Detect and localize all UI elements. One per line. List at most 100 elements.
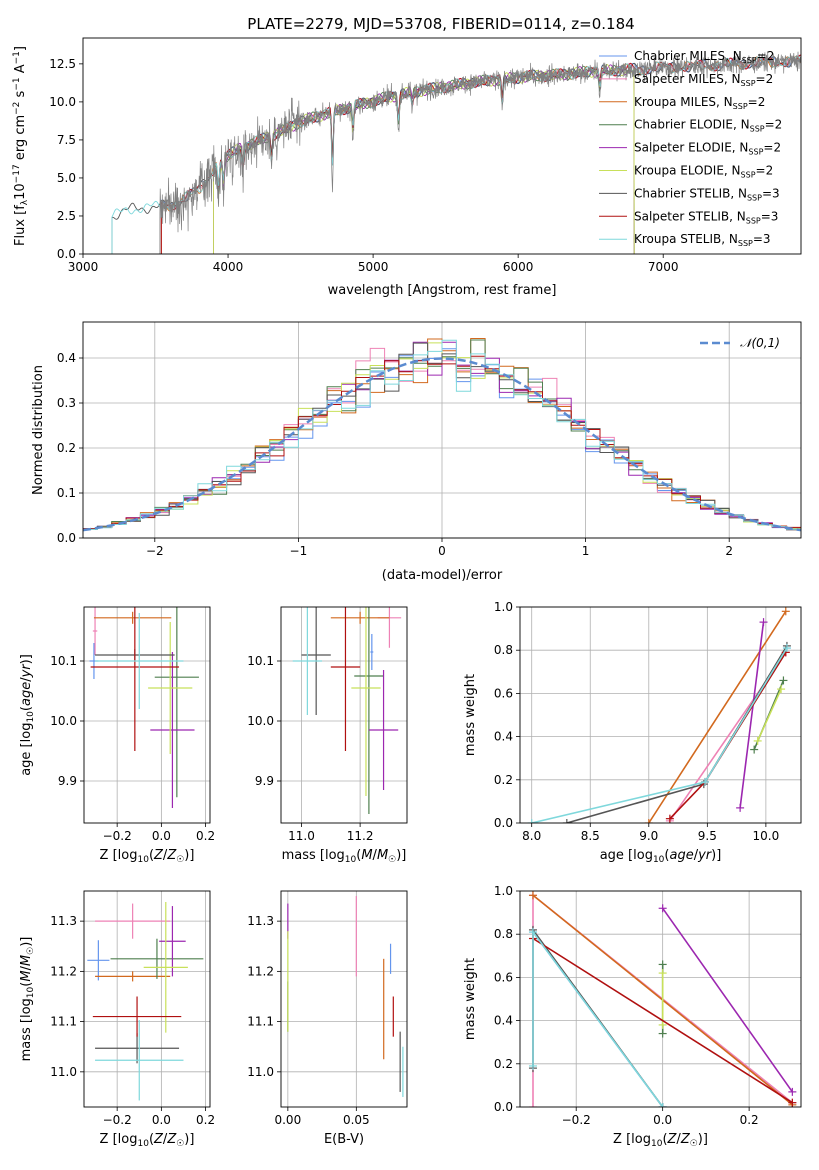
y-axis-label: mass weight [463,958,478,1040]
y-tick-label: 0.4 [57,351,76,365]
axes-frame [519,890,802,1108]
axes-frame [280,606,408,824]
legend-entry: Kroupa MILES, NSSP=2 [634,95,765,111]
x-tick-label: 4000 [213,260,244,274]
y-tick-label: 10.1 [50,654,77,668]
y-tick-label: 11.1 [50,1015,77,1029]
y-tick-label: 11.0 [50,1065,77,1079]
y-tick-label: 0.0 [57,247,76,261]
axes-frame [83,606,211,824]
x-axis-label: Z [log10(Z/Z☉)] [613,1132,708,1149]
x-axis-label: Z [log10(Z/Z☉)] [100,848,195,865]
y-tick-label: 11.3 [50,914,77,928]
y-tick-label: 2.5 [57,209,76,223]
x-tick-label: 1 [582,544,590,558]
plot-area [111,51,801,254]
y-tick-label: 11.2 [247,964,274,978]
x-tick-label: 11.2 [347,829,374,843]
legend-entry: Chabrier STELIB, NSSP=3 [634,186,780,202]
y-tick-label: 11.2 [50,964,77,978]
y-axis-label: Normed distribution [31,365,46,495]
y-tick-label: 10.0 [50,714,77,728]
x-tick-label: 0.2 [196,829,215,843]
legend-entry: Kroupa ELODIE, NSSP=2 [634,164,773,180]
panels: 3000 4000 5000 6000 70000.02.55.07.510.012.5… [12,37,802,1149]
x-tick-label: 3000 [68,260,99,274]
y-tick-label: 10.1 [247,654,274,668]
x-tick-label: 0 [438,544,446,558]
x-tick-label: −0.2 [103,1113,132,1127]
panel-age-vs-Z: −0.2 0.0 0.2 9.9 10.0 10.1 Z [log10(Z/Z☉)] age … [19,606,215,865]
y-tick-label: 7.5 [57,133,76,147]
weight-line-chabrier-stelib [566,645,788,823]
x-tick-label: 0.2 [740,1113,759,1127]
legend-entry: Kroupa STELIB, NSSP=3 [634,232,771,248]
axes-frame [82,321,802,539]
y-tick-label: 0.1 [57,486,76,500]
panel-weight-vs-Z: −0.2 0.0 0.2 0.0 0.2 0.4 0.6 0.8 1.0 Z [log10(Z/Z… [463,884,802,1149]
panel-mass-vs-Z: −0.2 0.0 0.2 11.0 11.1 11.2 11.3 Z [log10(Z/Z☉)… [19,890,215,1149]
weight-line-kroupa-elodie [756,688,782,742]
weight-line-kroupa-stelib [532,929,664,1107]
plot-area [292,607,402,814]
y-tick-label: 0.4 [494,730,513,744]
x-tick-label: 0.0 [152,1113,171,1127]
x-tick-label: 11.0 [288,829,315,843]
y-tick-label: 1.0 [494,884,513,898]
x-axis-label: Z [log10(Z/Z☉)] [100,1132,195,1149]
legend-entry: Salpeter STELIB, NSSP=3 [634,209,778,225]
x-tick-label: 10.0 [753,829,780,843]
plot-area [287,896,404,1097]
y-tick-label: 9.9 [255,774,274,788]
x-tick-label: 7000 [648,260,679,274]
y-tick-label: 0.6 [494,970,513,984]
x-axis-label: (data-model)/error [382,568,503,583]
x-tick-label: 9.0 [639,829,658,843]
y-tick-label: 0.6 [494,686,513,700]
legend-entry: Chabrier MILES, NSSP=2 [634,49,774,65]
plot-area [87,902,204,1101]
axes-frame [83,890,211,1108]
y-tick-label: 10.0 [247,714,274,728]
x-tick-label: 8.5 [581,829,600,843]
plot-area [83,338,801,532]
weight-line-kroupa-miles [648,610,787,823]
panel-mass-vs-ebv: 0.00 0.05 11.0 11.1 11.2 11.3 E(B-V) [247,890,408,1147]
y-tick-label: 9.9 [58,774,77,788]
y-axis-label: mass weight [463,674,478,756]
x-tick-label: 0.0 [152,829,171,843]
y-tick-label: 0.2 [57,441,76,455]
weight-line-salpeter-elodie [662,907,794,1093]
observed-spectrum [159,51,801,254]
weight-line-salpeter-elodie [739,622,765,808]
axes-frame [82,37,802,255]
y-tick-label: 12.5 [49,57,76,71]
y-axis-label: mass [log10(M/M☉)] [19,937,36,1062]
x-tick-label: −2 [146,544,164,558]
y-tick-label: 10.0 [49,95,76,109]
y-axis-label: age [log10(age/yr)] [19,654,36,776]
x-tick-label: 0.05 [343,1113,370,1127]
y-axis-label: Flux [fλ10−17 erg cm−2 s−1 A−1] [12,46,30,246]
x-axis-label: E(B-V) [324,1132,364,1147]
axes-frame [280,890,408,1108]
y-tick-label: 11.0 [247,1065,274,1079]
legend-entry: Salpeter ELODIE, NSSP=2 [634,141,781,157]
panel-age-vs-mass: 11.0 11.2 9.9 10.0 10.1 mass [log10(M/M☉)] [247,606,408,865]
legend-entry: 𝒩(0,1) [740,336,780,350]
histogram-kroupa-stelib [83,339,801,530]
normal-curve [83,357,801,532]
x-tick-label: 9.5 [698,829,717,843]
x-tick-label: −0.2 [562,1113,591,1127]
y-tick-label: 0.0 [57,531,76,545]
x-axis-label: mass [log10(M/M☉)] [282,848,407,865]
y-tick-label: 5.0 [57,171,76,185]
y-tick-label: 1.0 [494,600,513,614]
plot-area [527,607,791,823]
x-tick-label: 0.0 [653,1113,672,1127]
x-axis-label: wavelength [Angstrom, rest frame] [328,283,557,298]
legend-entry: Salpeter MILES, NSSP=2 [634,72,773,88]
panel-residuals: −2 −1 0 1 2 0.0 0.1 0.2 0.3 0.4 (data-model)/error… [31,321,802,583]
figure-title: PLATE=2279, MJD=53708, FIBERID=0114, z=0… [247,15,634,33]
